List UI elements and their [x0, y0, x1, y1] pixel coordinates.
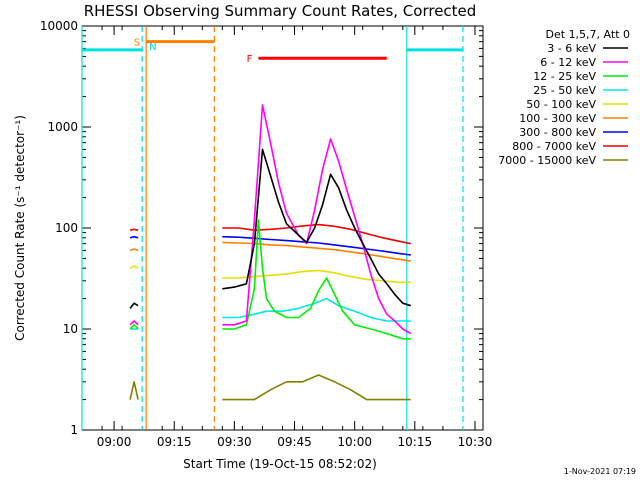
y-tick-label: 1: [70, 423, 78, 437]
x-tick-label: 09:00: [97, 435, 132, 449]
y-axis-label: Corrected Count Rate (s⁻¹ detector⁻¹): [13, 115, 27, 341]
series-line: [222, 374, 411, 401]
series-line: [222, 104, 412, 335]
plot-area: 1 10 100 1000 10000 09:00 09:15 09:30 09:45 10:00…: [40, 19, 492, 449]
legend-entry-label: 7000 - 15000 keV: [498, 154, 596, 167]
series-line: [222, 223, 411, 245]
y-tick-label: 100: [55, 221, 78, 235]
series-line: [129, 235, 139, 239]
series-line: [222, 235, 411, 256]
x-tick-label: 10:15: [398, 435, 433, 449]
legend-entry-label: 300 - 800 keV: [519, 126, 596, 139]
legend-entry-label: 3 - 6 keV: [547, 42, 596, 55]
event-marker-label: F: [247, 54, 253, 65]
y-tick-label: 1000: [47, 120, 78, 134]
series-line: [129, 320, 139, 326]
series-line: [222, 297, 411, 322]
series-line: [129, 228, 139, 231]
event-marker-label: N: [149, 42, 156, 53]
event-marker-label: S: [134, 38, 140, 49]
chart-title: RHESSI Observing Summary Count Rates, Co…: [84, 2, 477, 20]
legend-entry-label: 6 - 12 keV: [540, 56, 596, 69]
series-line: [222, 148, 412, 307]
series-line: [129, 302, 139, 309]
legend-title: Det 1,5,7, Att 0: [546, 28, 630, 41]
series-line: [129, 248, 139, 252]
x-tick-label: 10:30: [458, 435, 493, 449]
x-axis-label: Start Time (19-Oct-15 08:52:02): [183, 457, 377, 471]
y-tick-label: 10: [63, 322, 78, 336]
series-line: [222, 219, 411, 340]
x-tick-label: 10:00: [337, 435, 372, 449]
x-tick-label: 09:30: [217, 435, 252, 449]
series-line: [129, 380, 139, 400]
y-tick-label: 10000: [40, 19, 78, 33]
legend-entry-label: 800 - 7000 keV: [512, 140, 596, 153]
x-tick-label: 09:15: [157, 435, 192, 449]
series-line: [129, 323, 139, 330]
legend-entry-label: 50 - 100 keV: [526, 98, 596, 111]
legend-entry-label: 100 - 300 keV: [519, 112, 596, 125]
legend-entry-label: 12 - 25 keV: [533, 70, 596, 83]
x-tick-label: 09:45: [277, 435, 312, 449]
legend-entry-label: 25 - 50 keV: [533, 84, 596, 97]
series-line: [129, 265, 139, 269]
footer-timestamp: 1-Nov-2021 07:19: [564, 467, 636, 476]
